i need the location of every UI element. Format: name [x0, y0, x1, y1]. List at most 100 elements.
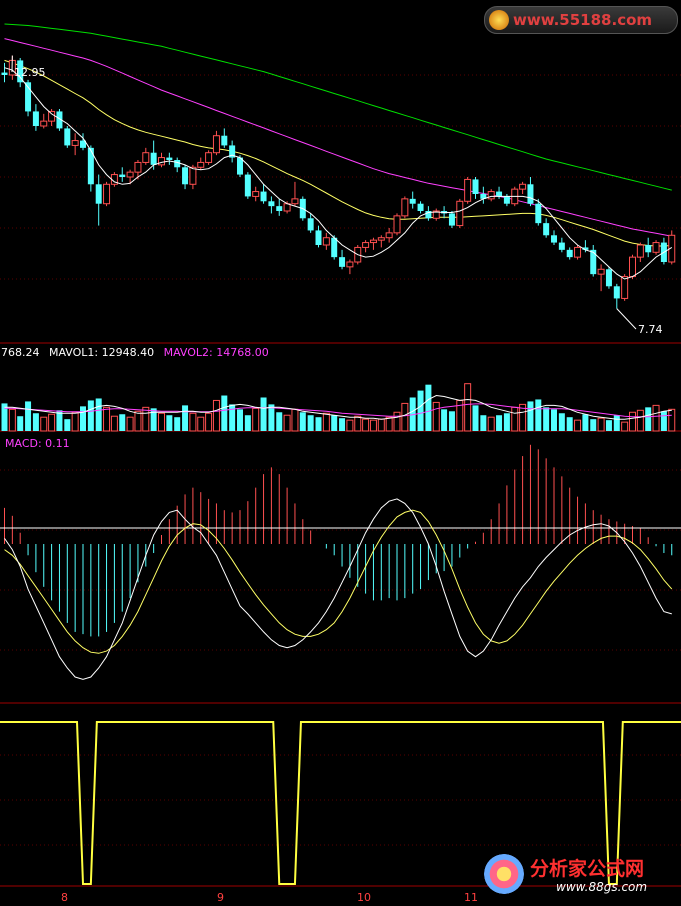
candle-body-down — [268, 201, 275, 207]
high-price-marker: 12.95 — [14, 66, 46, 79]
x-tick-11: 11 — [464, 891, 478, 904]
candle-body-up — [464, 178, 472, 202]
candle-body-down — [558, 242, 565, 250]
candle-body-down — [119, 174, 126, 177]
candle-body-up — [158, 157, 165, 166]
volume-bar-down — [543, 407, 550, 431]
candle-body-up — [621, 276, 629, 299]
volume-bar-down — [182, 405, 189, 431]
candle-body-up — [597, 268, 605, 275]
volume-bar-up — [283, 414, 291, 432]
volume-bar-down — [503, 413, 510, 431]
volume-legend: 5768.24 MAVOL1: 12948.40 MAVOL2: 14768.0… — [0, 346, 269, 359]
volume-bar-up — [212, 399, 220, 432]
candle-body-up — [142, 152, 150, 163]
volume-bar-down — [425, 384, 432, 431]
volume-bar-down — [56, 410, 63, 431]
x-tick-8: 8 — [61, 891, 68, 904]
ma-short-line — [4, 67, 673, 280]
candle-body-up — [369, 239, 377, 244]
volume-bar-up — [519, 403, 527, 432]
volume-bar-up — [291, 408, 299, 432]
candle-body-up — [189, 166, 197, 185]
candle-body-down — [150, 152, 157, 165]
volume-bar-down — [551, 409, 557, 431]
candle-body-down — [543, 223, 550, 236]
volume-bar-down — [441, 409, 448, 431]
volume-bar-up — [158, 412, 165, 432]
volume-bar-down — [315, 417, 322, 431]
candle-body-up — [48, 110, 56, 122]
volume-bar-up — [205, 412, 213, 432]
volume-bar-up — [464, 383, 472, 432]
ma-long-line — [4, 38, 672, 237]
candle-body-up — [668, 234, 676, 263]
mavol2-line — [4, 403, 672, 418]
volume-bar-down — [299, 412, 306, 431]
volume-bar-up — [487, 416, 495, 432]
candle-body-up — [212, 135, 220, 154]
volume-bar-down — [229, 404, 236, 431]
watermark-top: www.55188.com — [484, 6, 678, 34]
candle-body-down — [182, 167, 189, 185]
volume-bar-up — [48, 413, 56, 432]
candle-body-down — [56, 111, 63, 129]
candle-body-down — [95, 184, 102, 204]
watermark-bottom-cn: 分析家公式网 — [530, 858, 645, 880]
candle-body-up — [432, 210, 440, 219]
candle-body-up — [103, 183, 111, 205]
candle-body-down — [17, 60, 24, 83]
volume-bar-up — [354, 415, 362, 432]
macd-label: MACD: 0.11 — [5, 437, 70, 450]
candle-body-down — [605, 269, 612, 287]
volume-bar-up — [668, 408, 676, 432]
volume-bar-up — [197, 416, 205, 432]
volume-bar-down — [95, 398, 102, 431]
volume-bar-down — [268, 404, 275, 431]
candle-body-up — [377, 237, 385, 241]
volume-bar-up — [103, 406, 111, 432]
volume-bar-down — [566, 417, 573, 431]
volume-bar-down — [244, 415, 251, 431]
volume-bar-up — [401, 402, 409, 432]
watermark-flower-icon — [484, 854, 524, 894]
volume-bar-up — [8, 408, 16, 432]
volume-bar-down — [645, 407, 652, 431]
candle-body-up — [401, 198, 409, 217]
low-marker-arrow — [616, 308, 637, 330]
volume-bar-up — [385, 416, 393, 432]
volume-bar-down — [166, 415, 173, 431]
candle-body-down — [527, 184, 534, 204]
volume-bar-down — [472, 405, 479, 431]
ma-longest-line — [4, 23, 672, 191]
candle-body-up — [574, 246, 582, 258]
volume-bar-down — [64, 419, 71, 431]
candle-body-up — [362, 242, 370, 248]
candle-body-down — [535, 203, 542, 224]
candle-body-down — [480, 194, 487, 199]
volume-bar-down — [25, 401, 32, 431]
candle-body-down — [417, 203, 424, 211]
volume-bar-up — [511, 406, 519, 432]
candle-body-up — [291, 198, 299, 205]
volume-bar-down — [1, 403, 8, 431]
candle-body-down — [496, 191, 503, 197]
candle-body-up — [322, 237, 330, 246]
candle-body-up — [456, 200, 464, 227]
candle-body-up — [126, 171, 134, 178]
volume-bar-down — [17, 416, 24, 431]
candle-body-down — [590, 249, 597, 275]
mavol1-label: MAVOL1: 12948.40 — [49, 346, 155, 359]
candle-body-up — [636, 244, 644, 258]
watermark-top-text: www.55188.com — [513, 11, 653, 29]
candle-body-up — [40, 120, 48, 127]
volume-bar-up — [142, 406, 150, 432]
candle-body-down — [32, 111, 39, 126]
volume-bar-down — [613, 415, 620, 431]
volume-bar-up — [134, 410, 142, 432]
volume-bar-up — [346, 419, 354, 432]
volume-bar-down — [417, 390, 424, 431]
candle-body-down — [25, 82, 32, 112]
volume-bar-up — [636, 409, 644, 432]
candle-body-down — [472, 179, 479, 194]
